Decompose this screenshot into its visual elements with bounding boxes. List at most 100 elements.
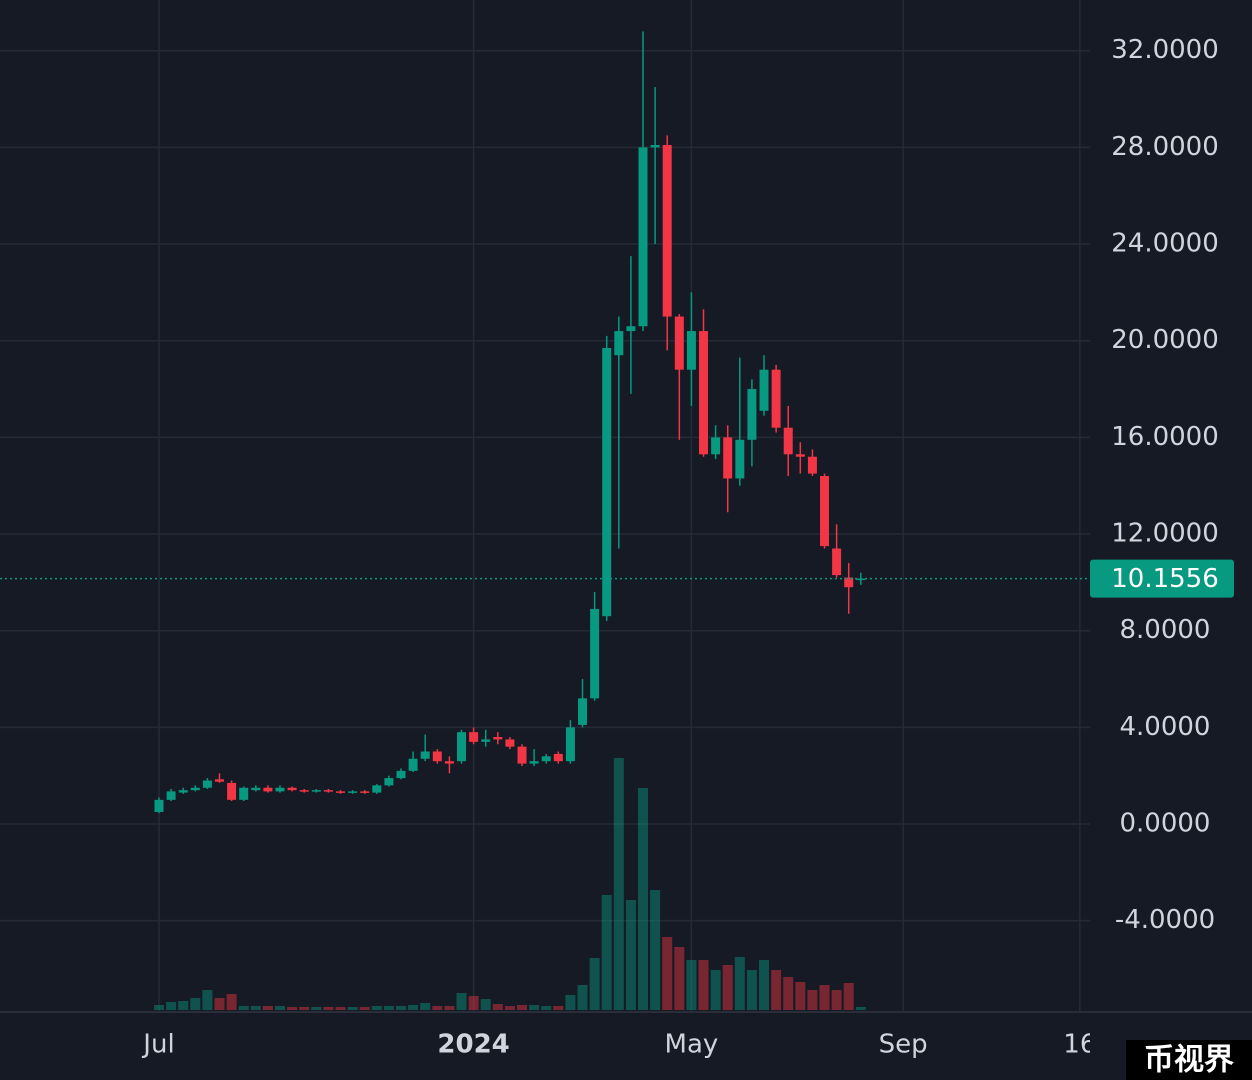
x-axis: Jul 2024 May Sep 16	[141, 1030, 1096, 1060]
volume-bar	[517, 1005, 528, 1010]
volume-bar	[371, 1006, 382, 1010]
grid	[0, 0, 1090, 1012]
candle-body	[820, 476, 830, 547]
volume-bar	[553, 1006, 564, 1010]
candle-body	[166, 791, 176, 800]
volume-bar	[613, 758, 624, 1010]
volume-bar	[396, 1006, 407, 1010]
candle-body	[299, 790, 309, 792]
candle-body	[323, 790, 333, 792]
y-tick-label: 12.0000	[1111, 519, 1219, 549]
candle-body	[469, 732, 479, 742]
candle-body	[251, 787, 261, 791]
x-tick-label: 2024	[437, 1030, 509, 1060]
volume-bar	[710, 970, 721, 1010]
candle-body	[505, 739, 515, 747]
last-price-label: 10.1556	[1111, 564, 1219, 594]
candle-body	[336, 791, 346, 793]
candle-body	[202, 780, 212, 788]
candle-body	[517, 746, 527, 764]
volume-bar	[783, 977, 794, 1010]
volume-bar	[807, 990, 818, 1010]
volume-bar	[674, 947, 685, 1010]
volume-bar	[577, 985, 588, 1010]
candle-body	[360, 791, 370, 793]
y-tick-label: 32.0000	[1111, 35, 1219, 65]
volume-bar	[504, 1006, 515, 1010]
y-tick-label: 4.0000	[1120, 712, 1211, 742]
candle-body	[807, 456, 817, 474]
volume-bar	[178, 1001, 189, 1010]
candle-body	[844, 577, 854, 588]
volume-bar	[190, 998, 201, 1010]
candle-body	[735, 439, 745, 479]
candle-body	[215, 779, 225, 782]
candle-body	[699, 331, 709, 455]
candle-body	[263, 787, 273, 792]
volume-bar	[226, 994, 237, 1010]
volume-bar	[698, 960, 709, 1010]
candle-body	[287, 787, 297, 791]
volume-bar	[492, 1004, 503, 1010]
volume-bar	[250, 1006, 261, 1010]
candle-body	[686, 331, 696, 370]
candle-body	[239, 787, 249, 800]
y-tick-label: -4.0000	[1115, 905, 1215, 935]
volume-bar	[408, 1005, 419, 1010]
candle-body	[372, 785, 382, 793]
candle-body	[541, 756, 551, 762]
x-tick-label: 16	[1063, 1030, 1096, 1060]
volume-bar	[214, 998, 225, 1010]
volume-bar	[202, 990, 213, 1010]
volume-bar	[662, 937, 673, 1010]
candle-body	[178, 790, 188, 793]
candle-body	[190, 787, 200, 791]
candle-body	[590, 608, 600, 699]
volume-bar	[722, 965, 733, 1010]
volume-layer	[153, 758, 866, 1010]
candle-body	[832, 548, 842, 576]
volume-bar	[420, 1003, 431, 1010]
candle-body	[723, 437, 733, 479]
volume-bar	[432, 1006, 443, 1010]
candle-body	[227, 782, 237, 800]
volume-bar	[153, 1005, 164, 1010]
y-tick-label: 24.0000	[1111, 229, 1219, 259]
volume-bar	[686, 960, 697, 1010]
volume-bar	[831, 990, 842, 1010]
volume-bar	[565, 995, 576, 1010]
candle-body	[457, 732, 467, 762]
candle-body	[674, 316, 684, 370]
candle-body	[662, 144, 672, 317]
x-tick-label: Jul	[141, 1030, 174, 1060]
volume-bar	[819, 985, 830, 1010]
candle-body	[602, 347, 612, 617]
candle-body	[650, 144, 660, 148]
volume-bar	[166, 1002, 177, 1010]
volume-bar	[734, 957, 745, 1010]
candle-body	[275, 787, 285, 792]
volume-bar	[359, 1007, 370, 1010]
volume-bar	[541, 1006, 552, 1010]
volume-bar	[795, 982, 806, 1010]
candle-body	[529, 761, 539, 764]
candle-body	[384, 778, 394, 786]
candle-layer	[154, 31, 866, 814]
candle-body	[795, 454, 805, 457]
volume-bar	[529, 1005, 540, 1010]
y-tick-label: 16.0000	[1111, 422, 1219, 452]
candle-body	[553, 753, 563, 762]
y-tick-label: 8.0000	[1120, 615, 1211, 645]
candle-body	[481, 739, 491, 742]
watermark: 币视界	[1144, 1043, 1234, 1078]
watermark-bg	[1126, 1040, 1252, 1080]
candle-body	[311, 790, 321, 792]
volume-bar	[347, 1007, 358, 1010]
volume-bar	[638, 788, 649, 1010]
volume-bar	[299, 1007, 310, 1010]
volume-bar	[444, 1006, 455, 1010]
y-tick-label: 20.0000	[1111, 325, 1219, 355]
candle-body	[747, 389, 757, 440]
last-price-box	[1090, 559, 1234, 598]
